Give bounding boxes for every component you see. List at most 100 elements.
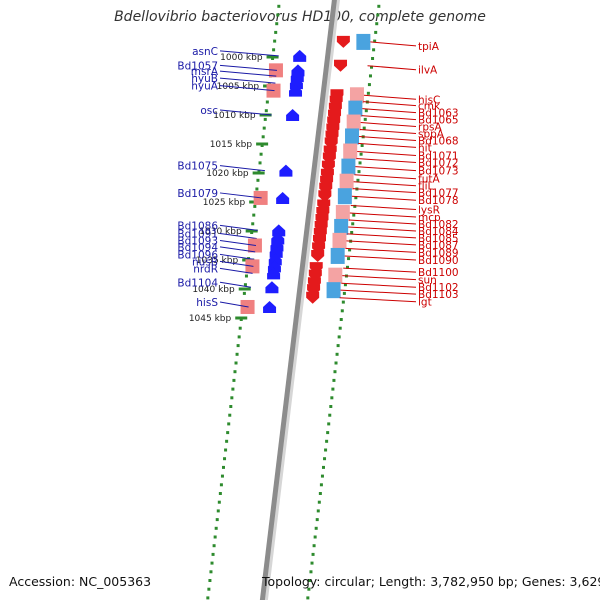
track-dot — [242, 291, 246, 295]
reverse-gene-arrow — [276, 191, 290, 204]
reverse-gene-label: Bd1096 — [177, 249, 218, 261]
scale-tick — [256, 142, 269, 146]
track-dot — [318, 492, 322, 495]
leader-line — [353, 181, 417, 187]
leader-line — [359, 129, 417, 134]
track-dot — [272, 48, 276, 52]
forward-gene-label: Bd1078 — [418, 195, 459, 207]
scale-tick-label: 1035 kbp — [196, 256, 239, 266]
track-dot — [274, 30, 278, 34]
leader-line — [352, 188, 417, 194]
track-dot — [351, 222, 355, 226]
leader-line — [350, 204, 417, 210]
track-dot — [275, 22, 279, 26]
forward-gene-label: Bd1085 — [418, 233, 459, 245]
track-dot — [277, 4, 281, 8]
feature-box — [328, 267, 343, 284]
feature-box — [345, 128, 360, 145]
forward-gene-label: mcp — [418, 212, 441, 224]
leader-line — [219, 70, 277, 77]
track-dot — [228, 413, 232, 417]
reverse-gene-label: nusB — [192, 256, 218, 268]
forward-gene-label: cmk — [418, 101, 441, 113]
forward-gene-label: tpiA — [418, 41, 440, 53]
page-title: Bdellovibrio bacteriovorus HD100, comple… — [114, 9, 486, 25]
leader-line — [358, 142, 417, 148]
leader-line — [343, 267, 417, 273]
forward-gene-label: fliL — [418, 181, 434, 193]
track-dot — [253, 204, 257, 208]
track-dot — [356, 178, 360, 182]
feature-box — [346, 114, 361, 131]
track-dot — [263, 117, 267, 121]
reverse-gene-label: Bd1091 — [177, 229, 218, 241]
genome-summary-text: Topology: circular; Length: 3,782,950 bp… — [262, 574, 600, 589]
reverse-gene-arrow — [290, 70, 304, 83]
track-dot — [214, 526, 218, 530]
track-dot — [350, 231, 354, 234]
forward-gene-label: Bd1102 — [418, 282, 459, 294]
track-dot — [208, 579, 212, 582]
forward-gene-label: Bd1089 — [418, 247, 459, 259]
track-dot — [352, 213, 356, 217]
track-dot — [340, 309, 344, 313]
track-dot — [315, 518, 319, 522]
track-dot — [227, 422, 231, 426]
track-dot — [225, 439, 229, 443]
track-dot — [307, 587, 311, 591]
track-dot — [311, 552, 315, 556]
reverse-gene-label: hyuA — [191, 81, 219, 93]
feature-box — [349, 87, 364, 104]
leader-line — [219, 77, 276, 84]
reverse-gene-label: hyuB — [191, 73, 218, 85]
forward-gene-label: ilvA — [418, 65, 438, 77]
reverse-gene-arrow — [269, 245, 283, 258]
track-dot — [308, 579, 312, 582]
forward-gene-label: Bd1073 — [418, 166, 459, 178]
track-dot — [235, 352, 239, 356]
reverse-gene-arrow — [279, 164, 293, 177]
forward-gene-arrow — [311, 249, 325, 262]
leader-line — [219, 253, 255, 260]
track-dot — [230, 396, 234, 400]
track-dot — [360, 144, 364, 147]
scale-tick — [252, 171, 265, 175]
track-dot — [346, 265, 350, 269]
track-dot — [310, 561, 314, 565]
leader-line — [219, 246, 256, 253]
feature-box — [356, 33, 371, 50]
leader-line — [339, 297, 417, 303]
leader-line — [219, 165, 265, 172]
leader-line — [219, 64, 278, 71]
scale-tick-label: 1010 kbp — [213, 111, 256, 121]
track-dot — [238, 326, 242, 330]
track-dot — [324, 448, 328, 452]
leader-line — [351, 195, 417, 201]
leader-line — [355, 166, 417, 172]
forward-gene-label: Bd1084 — [418, 226, 459, 238]
leader-line — [370, 41, 417, 47]
scale-tick-label: 1015 kbp — [210, 140, 253, 150]
leader-line — [347, 233, 417, 239]
genome-backbone — [259, 0, 337, 600]
track-dot — [363, 117, 367, 121]
forward-gene-label: sun — [418, 275, 437, 287]
track-dot — [314, 526, 318, 530]
reverse-gene-arrow — [286, 109, 300, 121]
reverse-gene-arrow — [267, 267, 281, 280]
feature-box — [348, 100, 363, 117]
reverse-gene-arrow — [293, 49, 307, 62]
track-dot — [357, 170, 361, 174]
leader-line — [348, 219, 417, 225]
track-dot — [362, 126, 366, 130]
track-dot — [255, 187, 259, 191]
track-dot — [328, 413, 332, 417]
track-dot — [264, 109, 268, 113]
track-dot — [243, 283, 247, 287]
track-dot — [236, 344, 240, 348]
leader-line — [342, 275, 417, 281]
leader-line — [361, 115, 417, 121]
leader-line — [341, 282, 417, 288]
track-dot — [313, 535, 317, 539]
